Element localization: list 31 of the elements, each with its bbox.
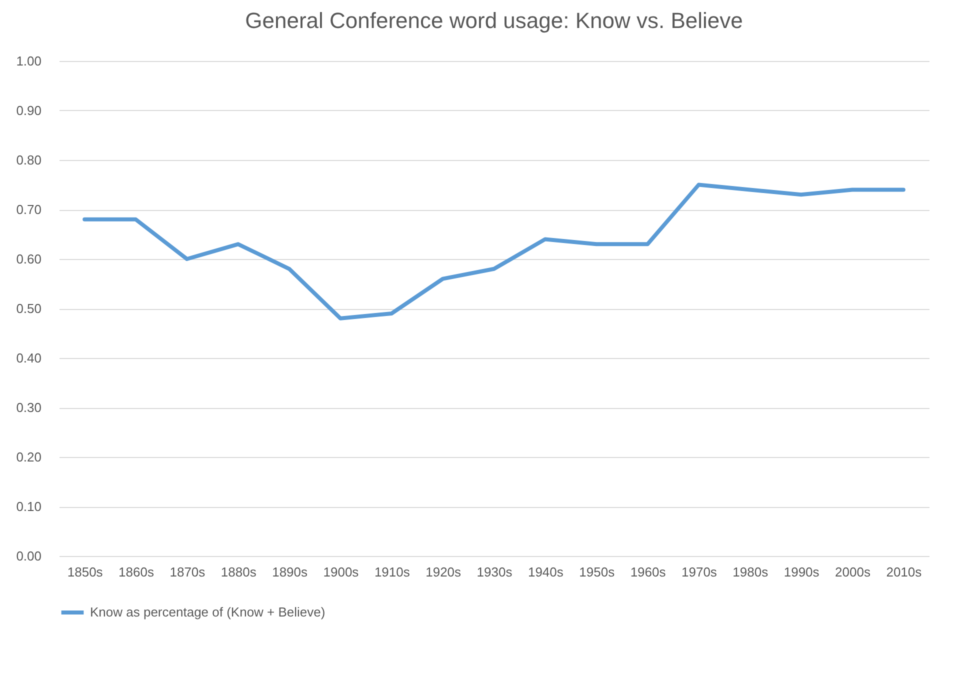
y-tick-label: 0.70 [16,202,42,217]
chart-title: General Conference word usage: Know vs. Believe [245,8,743,33]
x-tick-label: 1920s [426,564,462,580]
legend-label: Know as percentage of (Know + Believe) [90,604,326,620]
y-tick-label: 0.10 [16,499,42,514]
x-tick-label: 1900s [323,564,360,580]
x-tick-label: 2010s [886,564,922,580]
x-tick-label: 1870s [170,564,206,580]
x-tick-label: 1930s [476,564,513,580]
x-tick-label: 2000s [835,564,871,580]
x-tick-label: 1990s [784,564,820,580]
x-tick-label: 1850s [67,564,104,580]
y-tick-label: 0.50 [16,301,42,316]
x-tick-label: 1940s [528,564,564,580]
y-tick-label: 0.00 [16,548,42,564]
line-series [82,182,906,320]
x-tick-label: 1970s [681,564,718,580]
y-tick-label: 0.30 [16,400,42,415]
x-tick-label: 1890s [272,564,308,580]
x-tick-label: 1960s [630,564,666,580]
x-tick-label: 1860s [118,564,154,580]
x-tick-label: 1880s [220,564,257,580]
y-tick-label: 0.40 [16,350,42,366]
x-tick-label: 1910s [374,564,410,580]
x-tick-label: 1950s [579,564,616,580]
y-tick-label: 0.60 [16,252,42,266]
y-tick-label: 1.00 [16,54,42,68]
x-tick-label: 1980s [732,564,769,580]
y-tick-label: 0.80 [16,152,42,168]
y-tick-label: 0.20 [16,450,42,464]
y-tick-label: 0.90 [16,103,42,118]
